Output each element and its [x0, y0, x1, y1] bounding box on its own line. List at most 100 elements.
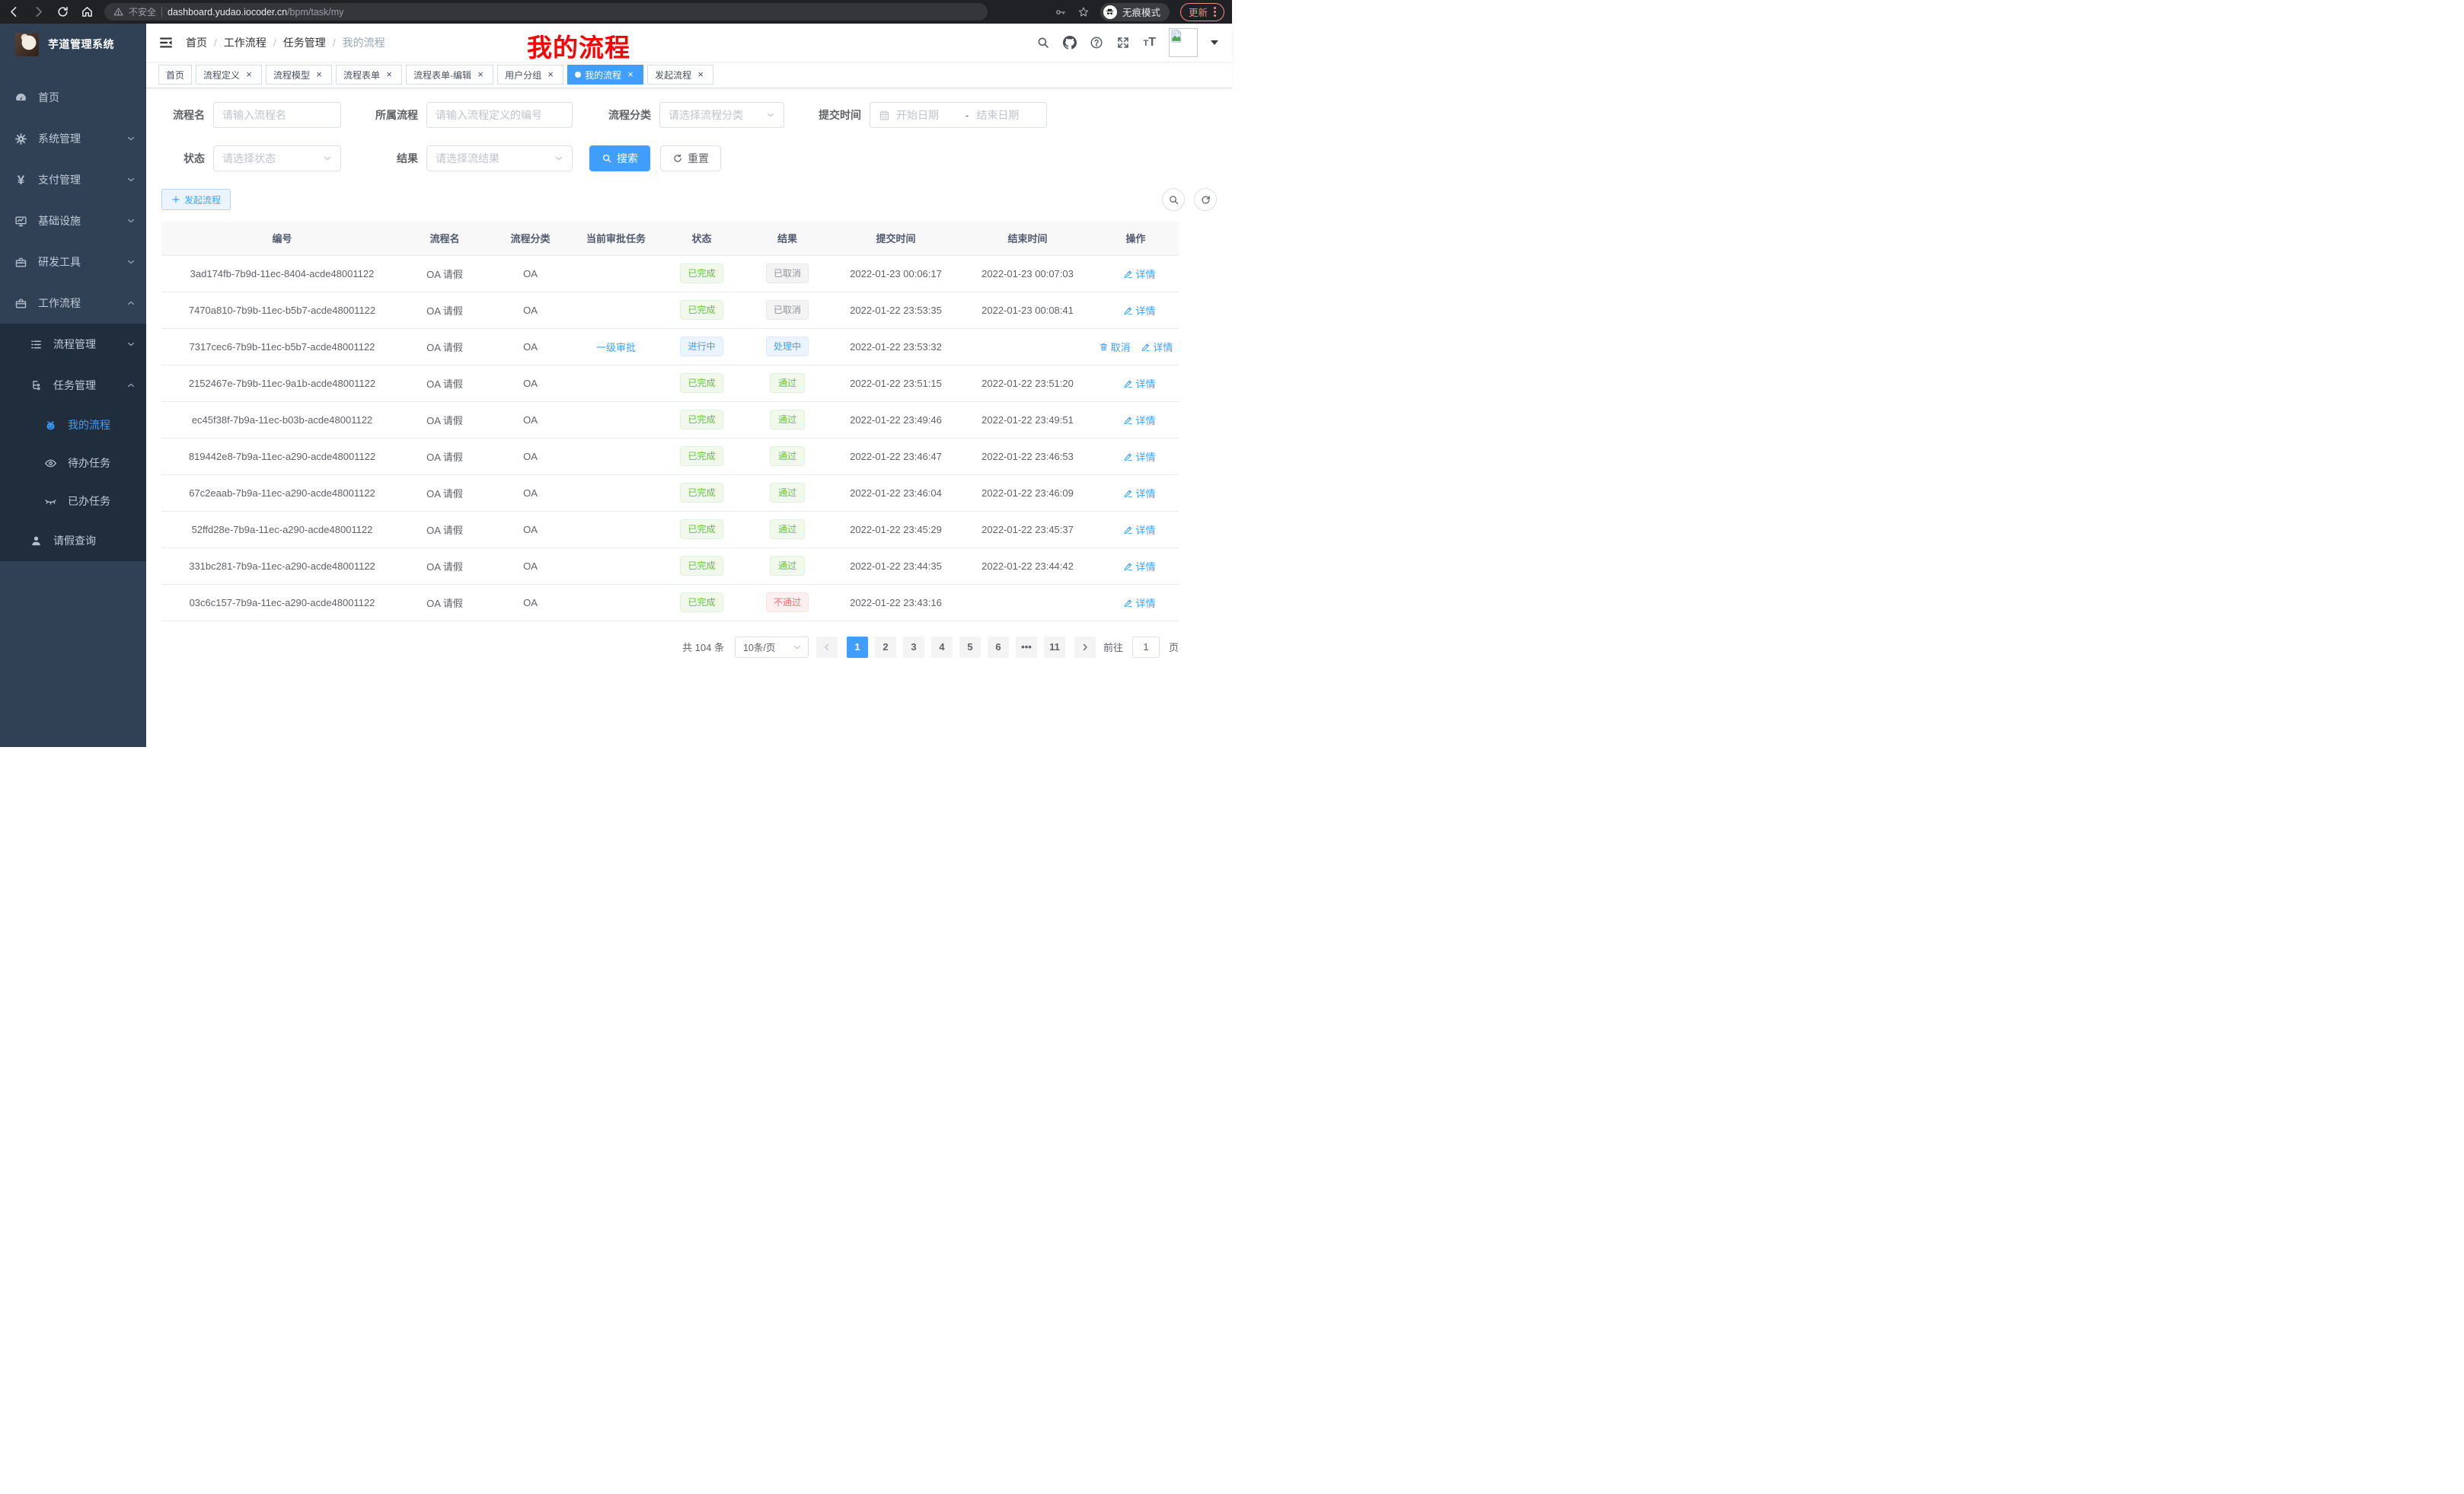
detail-button[interactable]: 详情 — [1123, 595, 1156, 610]
result-select[interactable]: 请选择流结果 — [426, 145, 573, 171]
view-tab[interactable]: 我的流程 × — [567, 65, 644, 85]
table-row: 52ffd28e-7b9a-11ec-a290-acde48001122 OA … — [161, 511, 1179, 548]
page-button[interactable]: 3 — [902, 636, 924, 658]
current-task-link[interactable]: 一级审批 — [595, 341, 636, 353]
cell-end-time: 2022-01-23 00:07:03 — [962, 255, 1093, 292]
cell-id: 67c2eaab-7b9a-11ec-a290-acde48001122 — [161, 474, 403, 512]
browser-menu-icon[interactable] — [1214, 7, 1216, 17]
view-tab[interactable]: 流程表单-编辑 × — [406, 65, 494, 85]
close-icon[interactable]: × — [316, 69, 322, 80]
total-count: 共 104 条 — [682, 642, 724, 653]
breadcrumb-task-management[interactable]: 任务管理 — [282, 37, 326, 49]
close-icon[interactable]: × — [697, 69, 704, 80]
page-button[interactable]: 6 — [987, 636, 1009, 658]
sidebar-item-home[interactable]: 首页 — [0, 77, 146, 118]
edit-icon — [1125, 489, 1133, 497]
fullscreen-icon[interactable] — [1116, 36, 1130, 49]
view-tab[interactable]: 发起流程 × — [647, 65, 714, 85]
close-icon[interactable]: × — [627, 69, 634, 80]
page-button[interactable]: ••• — [1015, 636, 1037, 658]
view-tab[interactable]: 用户分组 × — [497, 65, 564, 85]
search-icon[interactable] — [1036, 36, 1050, 49]
cell-id: 7470a810-7b9b-11ec-b5b7-acde48001122 — [161, 292, 403, 329]
sidebar-item-task-management[interactable]: 任务管理 — [0, 365, 146, 406]
sidebar-item-todo-tasks[interactable]: 待办任务 — [0, 444, 146, 482]
sidebar-item-workflow[interactable]: 工作流程 — [0, 283, 146, 324]
page-size-select[interactable]: 10条/页 — [734, 636, 809, 658]
refresh-table-button[interactable] — [1194, 188, 1217, 211]
close-icon[interactable]: × — [246, 69, 252, 80]
page-button[interactable]: 4 — [930, 636, 953, 658]
cell-submit-time: 2022-01-22 23:46:04 — [829, 474, 962, 512]
browser-forward-icon[interactable] — [32, 5, 45, 18]
table-row: ec45f38f-7b9a-11ec-b03b-acde48001122 OA … — [161, 401, 1179, 439]
collapse-sidebar-icon[interactable] — [158, 35, 174, 50]
monitor-icon — [15, 216, 27, 226]
show-search-button[interactable] — [1162, 188, 1185, 211]
close-icon[interactable]: × — [477, 69, 484, 80]
browser-update-button[interactable]: 更新 — [1179, 2, 1224, 21]
breadcrumb-workflow[interactable]: 工作流程 — [223, 37, 267, 49]
cancel-button[interactable]: 取消 — [1099, 340, 1131, 354]
avatar[interactable] — [1169, 28, 1198, 57]
app-logo[interactable]: 芋道管理系统 — [0, 24, 146, 65]
sidebar-item-my-process[interactable]: 我的流程 — [0, 406, 146, 444]
help-icon[interactable] — [1090, 36, 1103, 49]
sidebar-item-process-management[interactable]: 流程管理 — [0, 324, 146, 365]
sidebar-item-devtools[interactable]: 研发工具 — [0, 241, 146, 283]
close-icon[interactable]: × — [386, 69, 392, 80]
breadcrumb-home[interactable]: 首页 — [186, 37, 207, 49]
sidebar-item-leave-query[interactable]: 请假查询 — [0, 520, 146, 561]
view-tab[interactable]: 流程表单 × — [336, 65, 403, 85]
start-process-button[interactable]: 发起流程 — [161, 189, 231, 210]
sidebar-item-payment[interactable]: ¥ 支付管理 — [0, 159, 146, 200]
bookmark-star-icon[interactable] — [1077, 6, 1090, 18]
font-size-icon[interactable]: TT — [1143, 35, 1156, 49]
security-label[interactable]: 不安全 — [129, 7, 157, 18]
browser-back-icon[interactable] — [8, 5, 21, 18]
prev-page-button[interactable] — [815, 636, 838, 658]
address-bar[interactable]: 不安全 dashboard.yudao.iocoder.cn/bpm/task/… — [104, 3, 988, 21]
date-range-picker[interactable]: 开始日期 - 结束日期 — [870, 102, 1047, 128]
process-category-select[interactable]: 请选择流程分类 — [659, 102, 784, 128]
page-button[interactable]: 1 — [846, 636, 868, 658]
close-icon[interactable]: × — [547, 69, 554, 80]
url-text[interactable]: dashboard.yudao.iocoder.cn/bpm/task/my — [168, 6, 344, 18]
view-tab[interactable]: 流程模型 × — [266, 65, 333, 85]
search-button[interactable]: 搜索 — [589, 145, 650, 171]
detail-button[interactable]: 详情 — [1123, 486, 1156, 500]
chevron-down-icon — [127, 260, 135, 264]
next-page-button[interactable] — [1074, 636, 1096, 658]
sidebar-item-infra[interactable]: 基础设施 — [0, 200, 146, 241]
reset-button[interactable]: 重置 — [660, 145, 721, 171]
avatar-dropdown-icon[interactable] — [1211, 40, 1218, 45]
passwords-key-icon[interactable] — [1055, 6, 1067, 18]
detail-button[interactable]: 详情 — [1123, 376, 1156, 391]
goto-page-input[interactable] — [1131, 636, 1160, 658]
view-tab[interactable]: 流程定义 × — [196, 65, 263, 85]
page-button[interactable]: 2 — [874, 636, 896, 658]
browser-home-icon[interactable] — [81, 5, 94, 18]
result-badge: 通过 — [770, 446, 805, 466]
page-button[interactable]: 5 — [959, 636, 981, 658]
yen-icon: ¥ — [17, 172, 25, 187]
page-button[interactable]: 11 — [1043, 636, 1065, 658]
detail-button[interactable]: 详情 — [1123, 267, 1156, 281]
sidebar-item-system[interactable]: 系统管理 — [0, 118, 146, 159]
detail-button[interactable]: 详情 — [1123, 413, 1156, 427]
browser-reload-icon[interactable] — [56, 5, 69, 18]
process-definition-input[interactable]: 请输入流程定义的编号 — [426, 102, 573, 128]
detail-button[interactable]: 详情 — [1141, 340, 1173, 354]
status-select[interactable]: 请选择状态 — [213, 145, 341, 171]
process-name-input[interactable]: 请输入流程名 — [213, 102, 341, 128]
detail-button[interactable]: 详情 — [1123, 303, 1156, 318]
cell-process-name: OA 请假 — [403, 474, 487, 512]
detail-button[interactable]: 详情 — [1123, 449, 1156, 464]
status-label: 状态 — [184, 152, 205, 164]
view-tab[interactable]: 首页 × — [158, 65, 193, 85]
detail-button[interactable]: 详情 — [1123, 559, 1156, 573]
github-icon[interactable] — [1063, 36, 1077, 49]
detail-button[interactable]: 详情 — [1123, 522, 1156, 537]
sidebar-item-done-tasks[interactable]: 已办任务 — [0, 482, 146, 520]
